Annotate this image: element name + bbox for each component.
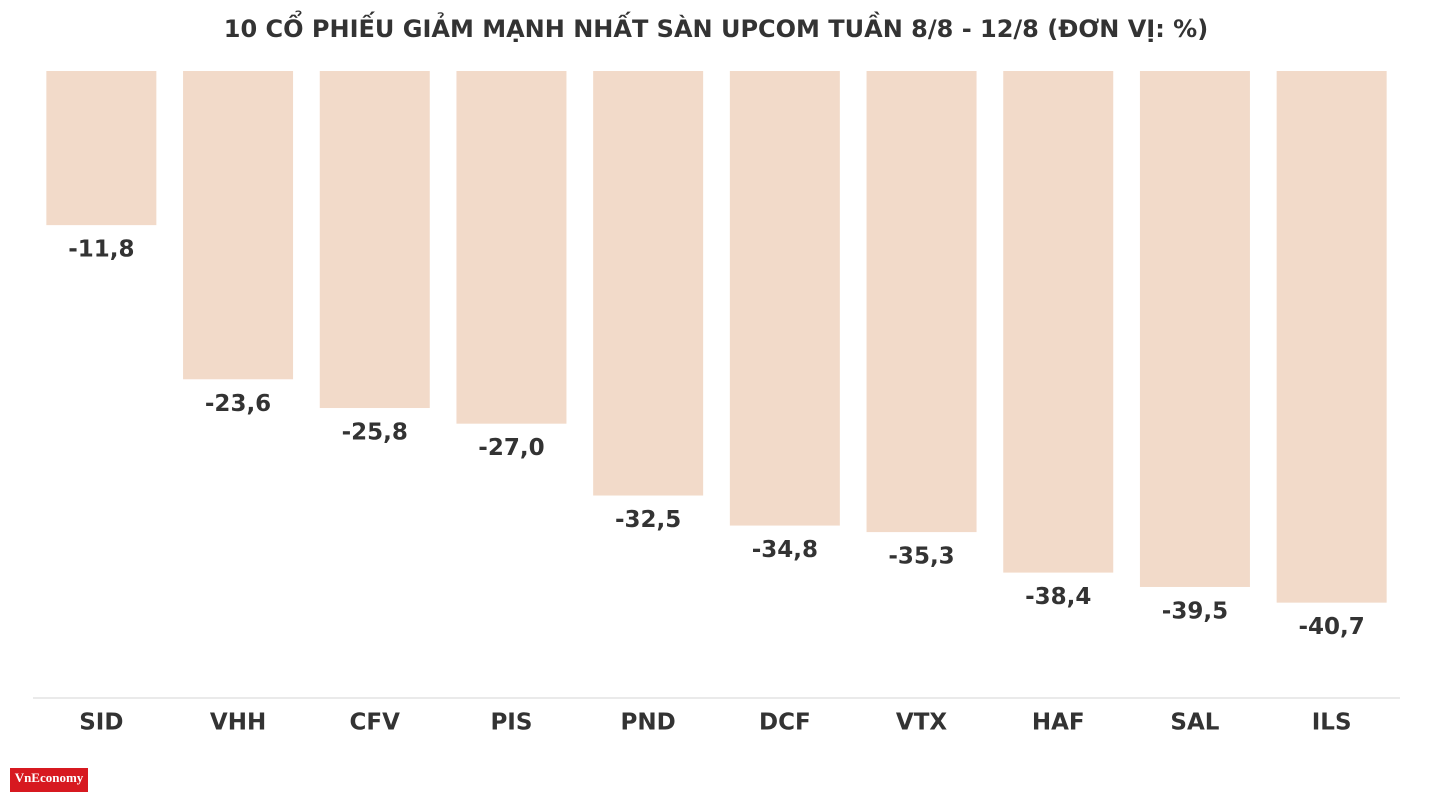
logo-box [10,768,88,792]
data-label: -39,5 [1162,598,1228,624]
data-label: -27,0 [478,435,544,461]
bar [729,71,840,526]
logo: VnEconomy [15,770,84,785]
x-tick-label: VHH [210,710,266,736]
bar [866,71,977,533]
data-label: -23,6 [205,391,271,417]
bar [46,71,157,226]
data-label: -34,8 [752,537,818,563]
data-label: -32,5 [615,507,681,533]
data-label: -35,3 [888,544,954,570]
x-tick-label: CFV [350,710,401,736]
bar [183,71,294,380]
bar [1276,71,1387,603]
x-tick-label: PIS [490,710,532,736]
data-label: -40,7 [1299,614,1365,640]
x-tick-label: SID [79,710,123,736]
x-tick-label: HAF [1032,710,1085,736]
bar [1139,71,1250,587]
bar [593,71,704,496]
bar [319,71,430,409]
chart-title: 10 CỔ PHIẾU GIẢM MẠNH NHẤT SÀN UPCOM TUẦ… [224,8,1208,43]
data-label: -25,8 [342,420,408,446]
bar [1003,71,1114,573]
x-tick-label: SAL [1170,710,1219,736]
bar [456,71,567,424]
x-tick-label: VTX [896,710,947,736]
x-tick-label: ILS [1312,710,1352,736]
data-label: -38,4 [1025,584,1091,610]
x-tick-label: DCF [759,710,811,736]
x-tick-label: PND [621,710,676,736]
data-label: -11,8 [68,237,134,263]
